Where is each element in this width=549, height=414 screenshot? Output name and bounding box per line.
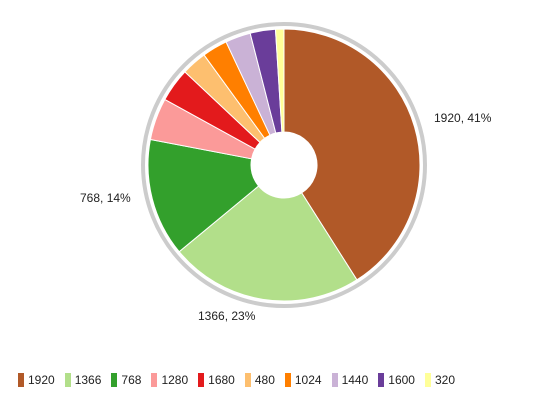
legend-swatch-icon bbox=[331, 373, 338, 387]
legend-item-1280[interactable]: 1280 bbox=[151, 373, 188, 387]
legend-swatch-icon bbox=[244, 373, 251, 387]
legend-label: 1280 bbox=[161, 373, 189, 387]
legend-label: 1366 bbox=[74, 373, 102, 387]
legend-swatch-icon bbox=[64, 373, 71, 387]
data-labels: 1920, 41% 1366, 23% 768, 14% bbox=[80, 111, 492, 323]
legend-item-320[interactable]: 320 bbox=[424, 373, 456, 387]
legend-item-1366[interactable]: 1366 bbox=[64, 373, 102, 387]
legend-swatch-icon bbox=[151, 373, 158, 387]
legend-label: 320 bbox=[434, 373, 456, 387]
legend-item-768[interactable]: 768 bbox=[111, 373, 141, 387]
legend-label: 1920 bbox=[28, 373, 55, 387]
legend-item-1024[interactable]: 1024 bbox=[284, 373, 322, 387]
legend-item-1440[interactable]: 1440 bbox=[331, 373, 369, 387]
legend-item-480[interactable]: 480 bbox=[244, 373, 275, 387]
legend-swatch-icon bbox=[198, 373, 205, 387]
legend-label: 480 bbox=[254, 373, 275, 387]
legend-swatch-icon bbox=[424, 373, 431, 387]
pie-slice-1920[interactable] bbox=[283, 28, 421, 281]
data-label-1920: 1920, 41% bbox=[434, 111, 492, 125]
legend-label: 1600 bbox=[388, 373, 415, 387]
legend-swatch-icon bbox=[18, 373, 24, 387]
pie-slice-768[interactable] bbox=[147, 138, 260, 253]
legend-label: 1680 bbox=[208, 373, 235, 387]
legend-item-1600[interactable]: 1600 bbox=[378, 373, 415, 387]
legend-label: 1440 bbox=[341, 373, 369, 387]
data-label-1366: 1366, 23% bbox=[198, 309, 256, 323]
pie-slice-320[interactable] bbox=[274, 28, 285, 133]
pie-outer-ring bbox=[141, 22, 427, 308]
legend-label: 1024 bbox=[294, 373, 322, 387]
pie-slices bbox=[141, 22, 427, 308]
legend-swatch-icon bbox=[111, 373, 118, 387]
legend-swatch-icon bbox=[284, 373, 291, 387]
data-label-768: 768, 14% bbox=[80, 191, 131, 205]
legend-item-1920[interactable]: 1920 bbox=[18, 373, 55, 387]
pie-slice-1366[interactable] bbox=[178, 185, 358, 302]
legend-item-1680[interactable]: 1680 bbox=[198, 373, 235, 387]
chart-legend: 1920 1366 768 1280 1680 480 1024 1440 1600 320 bbox=[18, 372, 465, 388]
legend-label: 768 bbox=[121, 373, 142, 387]
legend-swatch-icon bbox=[378, 373, 385, 387]
